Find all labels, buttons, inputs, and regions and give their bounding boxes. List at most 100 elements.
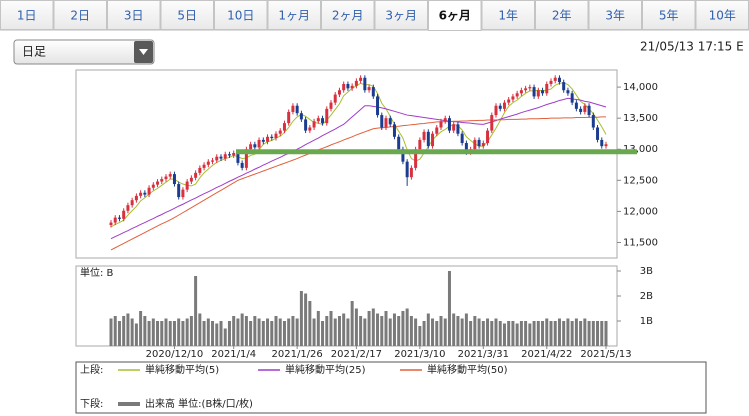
candle-body bbox=[464, 143, 468, 153]
tab-label[interactable]: 5年 bbox=[659, 9, 679, 23]
volume-bar bbox=[172, 321, 176, 346]
candle-body bbox=[219, 156, 223, 159]
candle-body bbox=[253, 144, 257, 148]
moving-average-line bbox=[110, 82, 607, 228]
volume-bar bbox=[295, 318, 299, 346]
tab[interactable] bbox=[374, 0, 428, 30]
volume-bar bbox=[536, 321, 540, 346]
candle-body bbox=[473, 139, 477, 150]
volume-bar bbox=[604, 321, 608, 346]
candle-body bbox=[321, 118, 325, 124]
candle-body bbox=[337, 90, 341, 95]
candle-body bbox=[354, 80, 358, 86]
tab[interactable] bbox=[107, 0, 161, 30]
candle-body bbox=[333, 94, 337, 103]
candle-body bbox=[397, 136, 401, 150]
dropdown[interactable] bbox=[13, 39, 155, 65]
volume-bar bbox=[198, 313, 202, 346]
tab-label[interactable]: 2ヶ月 bbox=[332, 9, 364, 23]
tab[interactable] bbox=[535, 0, 589, 30]
candle-body bbox=[439, 121, 443, 128]
tab-label[interactable]: 2年 bbox=[552, 9, 572, 23]
candle-body bbox=[579, 108, 583, 112]
candle-body bbox=[194, 172, 198, 178]
tab-label[interactable]: 10年 bbox=[709, 9, 736, 23]
x-tick-label: 2021/3/10 bbox=[394, 349, 445, 360]
tab-label[interactable]: 3日 bbox=[124, 9, 144, 23]
volume-bar bbox=[126, 313, 130, 346]
volume-bar bbox=[502, 323, 506, 346]
legend-label: 単純移動平均(50) bbox=[427, 363, 508, 376]
volume-bar bbox=[494, 318, 498, 346]
candle-body bbox=[532, 87, 536, 97]
candle-body bbox=[583, 105, 587, 112]
candle-body bbox=[380, 115, 384, 128]
tab[interactable] bbox=[588, 0, 642, 30]
x-tick-label: 2021/4/22 bbox=[521, 349, 572, 360]
x-tick-label: 2021/1/4 bbox=[211, 349, 256, 360]
volume-bar bbox=[384, 311, 388, 346]
tab[interactable] bbox=[321, 0, 375, 30]
volume-bar bbox=[350, 301, 354, 346]
candle-body bbox=[156, 181, 160, 185]
volume-bar bbox=[528, 323, 532, 346]
tab[interactable] bbox=[53, 0, 107, 30]
candle-body bbox=[376, 96, 380, 116]
tab-label[interactable]: 2日 bbox=[70, 9, 90, 23]
tab[interactable] bbox=[481, 0, 535, 30]
candle-body bbox=[164, 176, 168, 180]
tab[interactable] bbox=[428, 0, 482, 31]
volume-bar bbox=[143, 316, 147, 346]
tab-label[interactable]: 1ヶ月 bbox=[278, 9, 310, 23]
tab[interactable] bbox=[214, 0, 268, 30]
tab[interactable] bbox=[0, 0, 54, 30]
tab-label[interactable]: 10日 bbox=[227, 9, 254, 23]
candle-body bbox=[329, 102, 333, 109]
volume-bar bbox=[549, 321, 553, 346]
candle-body bbox=[431, 133, 435, 147]
volume-bar bbox=[507, 321, 511, 346]
candle-body bbox=[591, 115, 595, 128]
volume-bar bbox=[164, 318, 168, 346]
tab-label[interactable]: 5日 bbox=[177, 9, 197, 23]
candle-body bbox=[143, 192, 147, 195]
tab-label[interactable]: 3年 bbox=[605, 9, 625, 23]
candle-body bbox=[249, 144, 253, 150]
tab-label[interactable]: 3ヶ月 bbox=[385, 9, 417, 23]
tab[interactable] bbox=[267, 0, 321, 30]
candle-body bbox=[117, 217, 121, 219]
candle-body bbox=[549, 80, 553, 84]
volume-tick-label: 3B bbox=[640, 266, 653, 277]
y-tick-label: 13,000 bbox=[623, 144, 658, 155]
volume-unit: 単位: B bbox=[80, 266, 114, 279]
candle-body bbox=[545, 83, 549, 94]
volume-bar bbox=[109, 318, 113, 346]
volume-bar bbox=[363, 318, 367, 346]
candle-body bbox=[371, 87, 375, 97]
tab-label[interactable]: 1年 bbox=[498, 9, 518, 23]
candle-body bbox=[596, 127, 600, 140]
candle-body bbox=[266, 136, 270, 142]
volume-bar bbox=[202, 321, 206, 346]
volume-bar bbox=[147, 321, 151, 346]
candle-body bbox=[384, 118, 388, 128]
tab[interactable] bbox=[642, 0, 696, 30]
tab-label[interactable]: 1日 bbox=[17, 9, 37, 23]
tab[interactable] bbox=[160, 0, 214, 30]
volume-bar bbox=[304, 293, 308, 346]
volume-bar bbox=[591, 321, 595, 346]
volume-bar bbox=[426, 313, 430, 346]
volume-bar bbox=[460, 318, 464, 346]
candle-body bbox=[447, 118, 451, 131]
candle-body bbox=[198, 167, 202, 173]
volume-bar bbox=[447, 271, 451, 346]
candle-body bbox=[363, 77, 367, 91]
volume-bar bbox=[139, 311, 143, 346]
volume-bar bbox=[511, 321, 515, 346]
candle-body bbox=[185, 181, 189, 190]
volume-bar bbox=[435, 321, 439, 346]
dropdown-arrow bbox=[139, 49, 148, 55]
candle-body bbox=[227, 154, 231, 156]
candle-body bbox=[566, 90, 570, 94]
tab-label[interactable]: 6ヶ月 bbox=[439, 9, 471, 23]
